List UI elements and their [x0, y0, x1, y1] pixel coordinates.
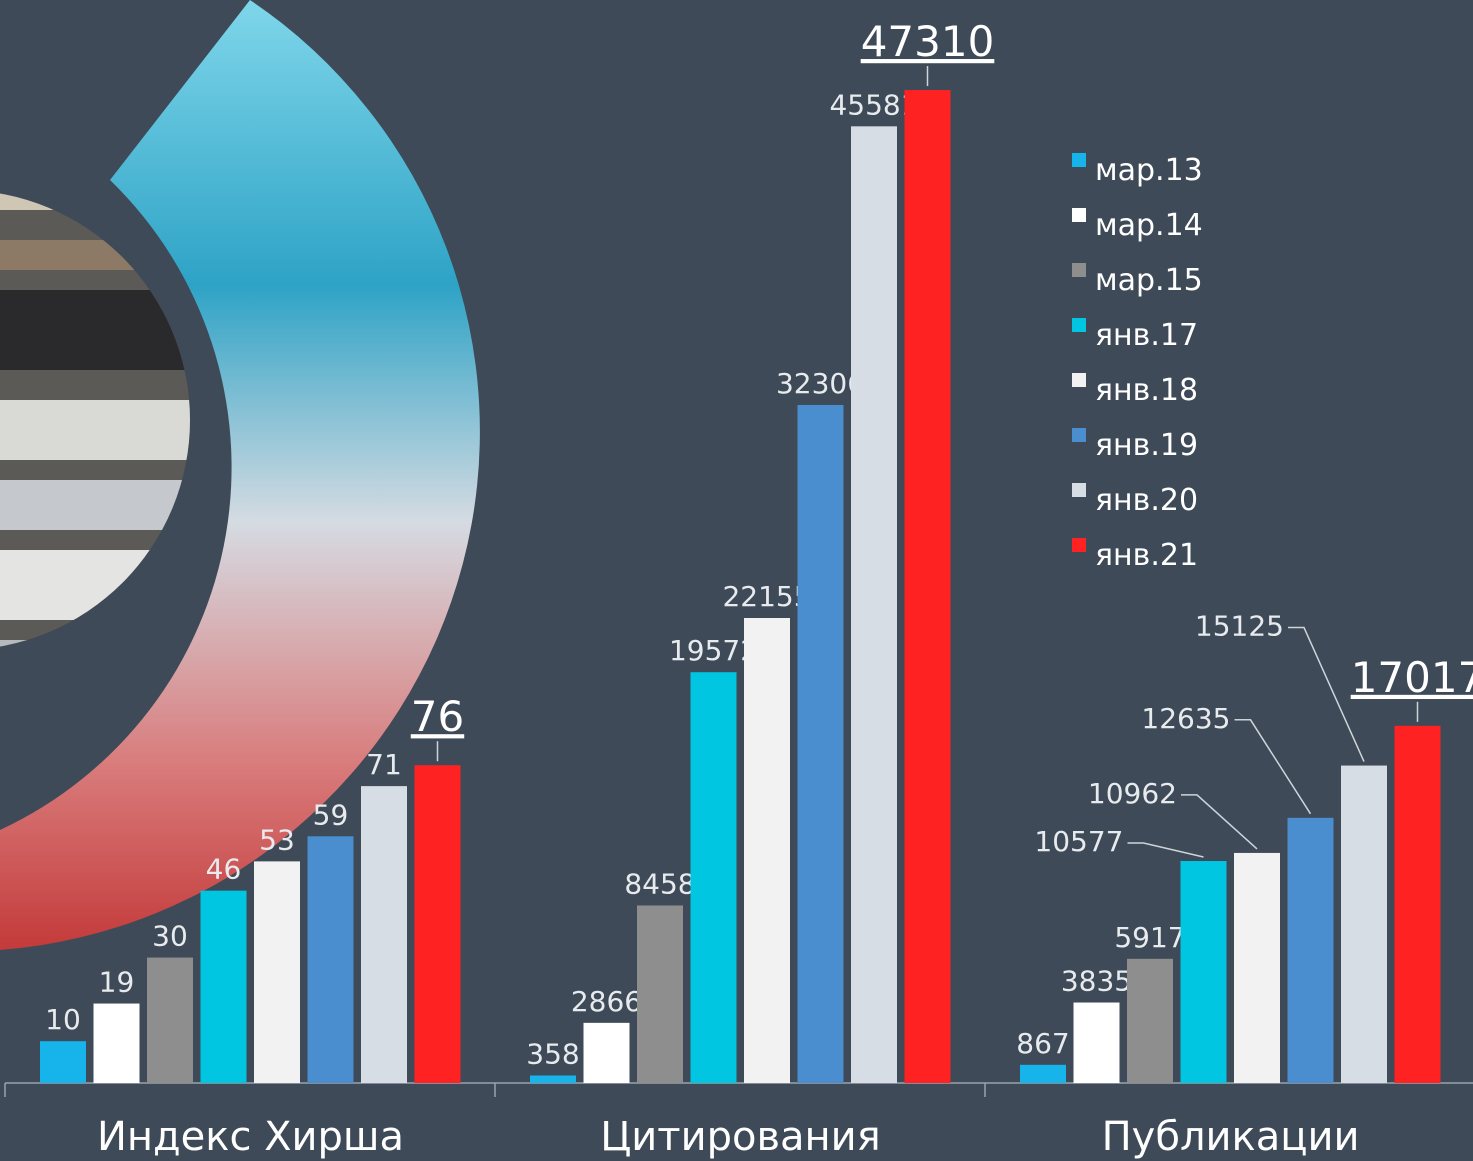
legend-label: янв.19: [1095, 428, 1198, 463]
bar: [254, 861, 300, 1083]
value-label: 15125: [1195, 610, 1284, 643]
value-label: 19: [99, 966, 135, 999]
bar: [307, 836, 354, 1083]
bar: [1341, 765, 1387, 1083]
bar: [1180, 861, 1227, 1083]
value-label: 22155: [722, 580, 811, 613]
leader-line: [1181, 794, 1258, 850]
bar: [690, 672, 737, 1083]
value-label: 3835: [1061, 965, 1132, 998]
value-label: 10577: [1034, 825, 1123, 858]
legend-swatch: [1072, 263, 1086, 277]
leader-line: [1234, 719, 1312, 815]
group-label: Публикации: [1102, 1114, 1360, 1160]
value-label: 71: [366, 748, 402, 781]
value-label: 5917: [1114, 921, 1185, 954]
bar: [797, 404, 844, 1083]
bar: [147, 957, 193, 1083]
value-label: 8458: [624, 867, 695, 900]
bar: [1394, 725, 1441, 1083]
bar: [904, 90, 951, 1084]
legend-swatch: [1072, 153, 1086, 167]
bar: [93, 1003, 140, 1083]
legend-swatch: [1072, 483, 1086, 497]
legend-label: мар.15: [1095, 263, 1203, 298]
value-label: 45581: [829, 88, 918, 121]
value-label: 53: [259, 823, 295, 856]
value-label: 46: [206, 853, 242, 886]
legend-swatch: [1072, 428, 1086, 442]
bar: [1020, 1064, 1066, 1083]
value-label: 10: [45, 1003, 81, 1036]
bar: [200, 890, 247, 1083]
value-label: 867: [1016, 1027, 1069, 1060]
legend-label: мар.13: [1095, 153, 1203, 188]
bar: [1234, 852, 1280, 1083]
highlight-label: 76: [411, 692, 464, 741]
bar: [40, 1041, 86, 1083]
bar: [1127, 958, 1173, 1083]
legend-label: мар.14: [1095, 208, 1203, 243]
bar: [1073, 1002, 1120, 1083]
value-label: 10962: [1088, 777, 1177, 810]
value-label: 30: [152, 920, 188, 953]
leader-line: [1288, 626, 1365, 762]
legend-swatch: [1072, 538, 1086, 552]
legend-swatch: [1072, 373, 1086, 387]
value-label: 19572: [669, 634, 758, 667]
legend-label: янв.21: [1095, 538, 1198, 573]
legend-label: янв.17: [1095, 318, 1198, 353]
value-label: 32306: [776, 367, 865, 400]
decoration: [0, 0, 480, 950]
value-label: 358: [526, 1037, 579, 1070]
legend-swatch: [1072, 208, 1086, 222]
group-label: Индекс Хирша: [97, 1114, 404, 1160]
legend-label: янв.18: [1095, 373, 1198, 408]
group-label: Цитирования: [600, 1114, 881, 1160]
bar: [583, 1022, 630, 1083]
leader-line: [1127, 842, 1204, 858]
bar: [851, 126, 897, 1084]
bar: [414, 765, 461, 1083]
legend-swatch: [1072, 318, 1086, 332]
highlight-label: 47310: [861, 17, 995, 66]
legend-label: янв.20: [1095, 483, 1198, 518]
bar: [530, 1075, 576, 1083]
bar: [361, 786, 407, 1083]
bar: [637, 905, 683, 1083]
value-label: 2866: [571, 985, 642, 1018]
highlight-label: 17017: [1351, 653, 1473, 702]
value-label: 59: [313, 798, 349, 831]
bar: [1287, 817, 1334, 1083]
value-label: 12635: [1141, 702, 1230, 735]
bar: [744, 618, 790, 1083]
